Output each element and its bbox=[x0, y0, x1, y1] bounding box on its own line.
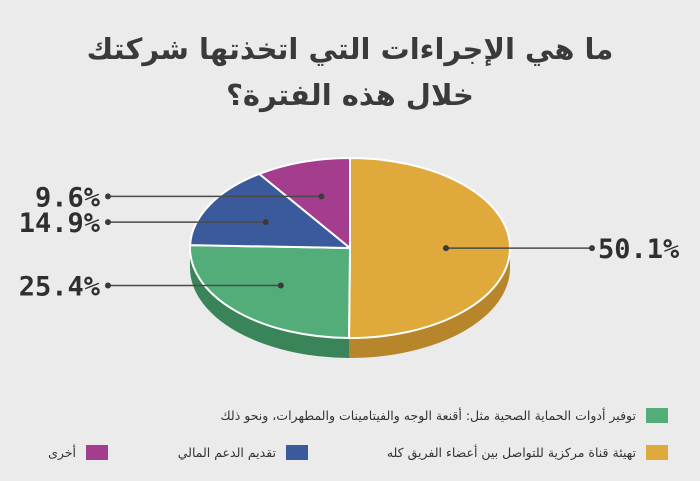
leader-dot-other bbox=[318, 193, 325, 200]
legend-item-financial-support: تقديم الدعم المالي bbox=[160, 445, 308, 460]
legend-label-protective-tools: توفير أدوات الحماية الصحية مثل: أقنعة ال… bbox=[220, 408, 636, 423]
pie-slice-financial-support bbox=[189, 172, 351, 249]
pct-label-central-channel: 50.1% bbox=[598, 234, 680, 265]
chart-title-line1: ما هي الإجراءات التي اتخذتها شركتك bbox=[86, 32, 614, 66]
leader-end-protective-tools bbox=[105, 282, 111, 289]
pie-top bbox=[189, 157, 512, 339]
leader-dot-financial-support bbox=[262, 219, 269, 226]
chart-title: ما هي الإجراءات التي اتخذتها شركتك خلال … bbox=[0, 26, 700, 118]
pct-label-other: 9.6% bbox=[35, 182, 101, 213]
leader-end-financial-support bbox=[105, 219, 111, 226]
pie-slice-other bbox=[258, 157, 351, 249]
pct-label-financial-support: 14.9% bbox=[19, 208, 101, 239]
legend-label-other: أخرى bbox=[48, 445, 76, 460]
legend-item-protective-tools: توفير أدوات الحماية الصحية مثل: أقنعة ال… bbox=[120, 408, 668, 423]
pie-leaders bbox=[105, 193, 595, 289]
legend-swatch-financial-support bbox=[286, 445, 308, 460]
legend-swatch-protective-tools bbox=[646, 408, 668, 423]
leader-dot-central-channel bbox=[442, 245, 449, 252]
legend-item-central-channel: تهيئة قناة مركزية للتواصل بين أعضاء الفر… bbox=[320, 445, 668, 460]
leader-end-central-channel bbox=[589, 245, 595, 252]
legend-label-financial-support: تقديم الدعم المالي bbox=[177, 445, 276, 460]
chart-title-line2: خلال هذه الفترة؟ bbox=[226, 78, 474, 112]
leader-end-other bbox=[105, 193, 111, 200]
pie-slice-protective-tools bbox=[189, 244, 351, 339]
legend-item-other: أخرى bbox=[30, 445, 108, 460]
legend-swatch-central-channel bbox=[646, 445, 668, 460]
pie-labels: 50.1% 25.4% 14.9%9.6% bbox=[19, 182, 680, 302]
legend-label-central-channel: تهيئة قناة مركزية للتواصل بين أعضاء الفر… bbox=[386, 445, 636, 460]
leader-dot-protective-tools bbox=[277, 282, 284, 289]
pct-label-protective-tools: 25.4% bbox=[19, 271, 101, 302]
legend-swatch-other bbox=[86, 445, 108, 460]
